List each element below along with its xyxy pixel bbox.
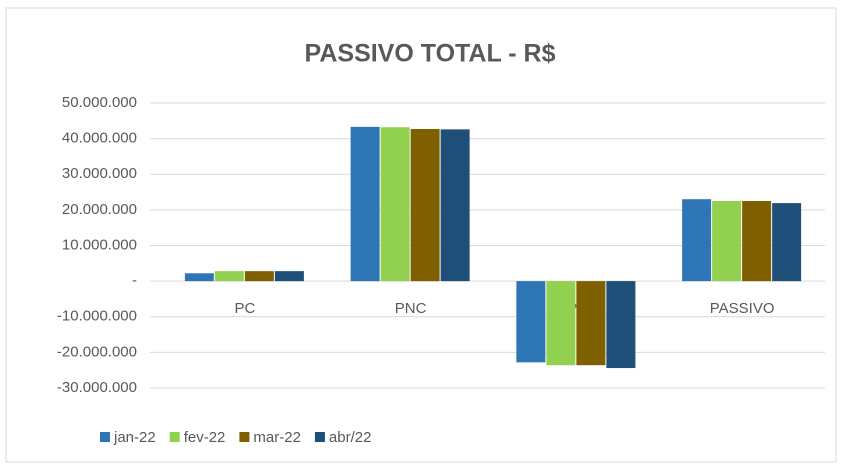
x-tick-label: PC [234, 300, 255, 317]
bar [440, 129, 470, 282]
chart-title: PASSIVO TOTAL - R$ [305, 40, 556, 68]
y-tick-label: -20.000.000 [57, 343, 137, 360]
bar [712, 200, 742, 282]
y-tick-label: 30.000.000 [62, 165, 137, 182]
bar [576, 281, 606, 366]
legend-label: fev-22 [184, 429, 226, 446]
legend-swatch [169, 432, 180, 442]
y-tick-label: -10.000.000 [57, 308, 137, 325]
legend-label: abr/22 [329, 429, 372, 446]
bar [606, 281, 636, 369]
y-tick-label: - [132, 272, 137, 289]
legend-swatch [239, 432, 250, 442]
y-tick-label: 50.000.000 [62, 94, 137, 111]
bar [682, 199, 712, 282]
x-tick-label: PNC [395, 300, 427, 317]
bar [244, 271, 274, 282]
bar [184, 273, 214, 282]
y-tick-label: 20.000.000 [62, 201, 137, 218]
bar [350, 126, 380, 282]
bar [214, 271, 244, 282]
bar [410, 129, 440, 282]
bar [380, 127, 410, 282]
legend-label: mar-22 [253, 429, 301, 446]
bar [742, 200, 772, 282]
y-tick-label: 40.000.000 [62, 130, 137, 147]
legend-swatch [100, 432, 110, 442]
x-tick-label: PASSIVO [710, 300, 775, 317]
bar [516, 281, 546, 363]
y-tick-label: -30.000.000 [57, 379, 137, 396]
y-tick-label: 10.000.000 [62, 236, 137, 253]
legend-label: jan-22 [113, 429, 156, 446]
bar [772, 203, 802, 282]
bar [546, 281, 576, 366]
bar [274, 271, 304, 282]
legend-swatch [314, 432, 325, 442]
